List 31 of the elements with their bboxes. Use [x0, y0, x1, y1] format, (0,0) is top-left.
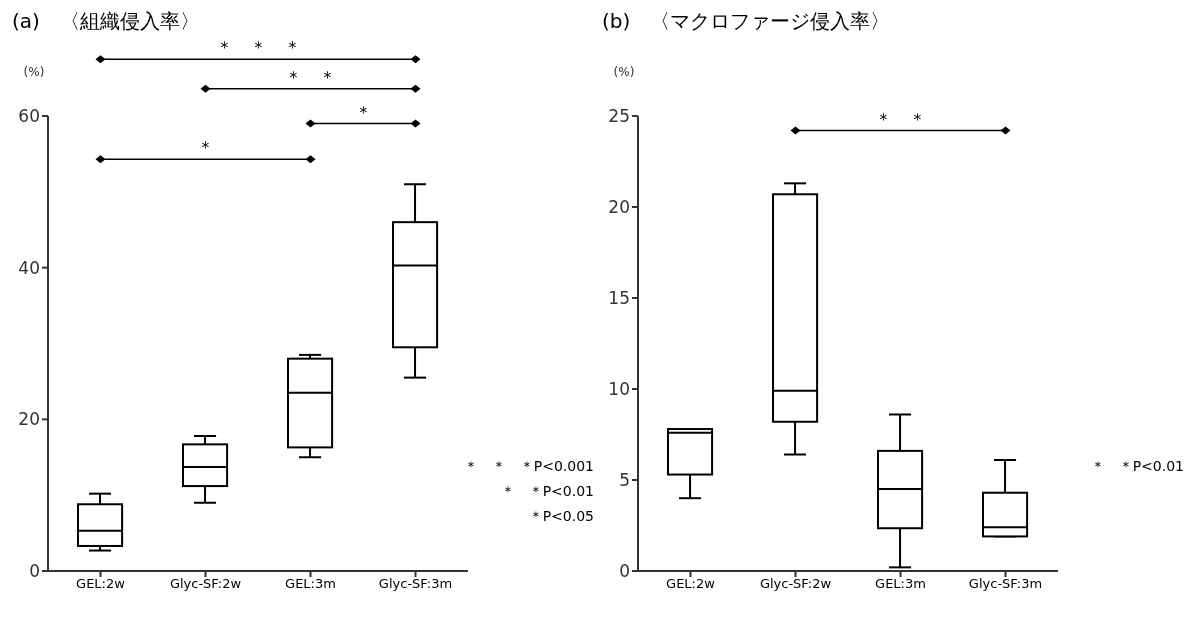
text: ＊P<0.05: [528, 508, 594, 524]
chart-title: (b) 〈マクロファージ侵入率〉: [601, 8, 892, 35]
text: ＊ ＊P<0.01: [1090, 458, 1184, 474]
y-axis-title: (%): [613, 65, 635, 79]
x-tick-label: GEL:2w: [76, 576, 126, 592]
x-tick-label: Glyc-SF:2w: [169, 576, 242, 592]
annotation: ＊ ＊: [875, 108, 926, 129]
text: ＊ ＊: [285, 66, 336, 87]
annotation: ＊: [354, 101, 372, 122]
y-tick-label: 5: [619, 470, 630, 491]
x-tick-label: GEL:3m: [875, 576, 926, 592]
x-tick-label: GEL:2w: [666, 576, 716, 592]
y-tick-label: 0: [29, 561, 40, 582]
y-tick-label: 20: [608, 197, 630, 218]
annotation: ＊ ＊ ＊P<0.001: [463, 458, 594, 474]
y-tick-label: 20: [18, 409, 40, 430]
y-tick-label: 0: [619, 561, 630, 582]
y-tick-label: 60: [18, 106, 40, 127]
x-tick-label: Glyc-SF:3m: [378, 576, 453, 592]
x-tick-label: Glyc-SF:2w: [759, 576, 832, 592]
text: ＊ ＊ ＊: [215, 37, 301, 58]
x-tick-label: Glyc-SF:3m: [968, 576, 1043, 592]
y-tick-label: 25: [608, 106, 630, 127]
y-axis-title: (%): [23, 65, 45, 79]
y-tick-label: 40: [18, 257, 40, 278]
y-tick-label: 15: [608, 288, 630, 309]
x-tick-label: GEL:3m: [285, 576, 336, 592]
chart-title: (a) 〈組織侵入率〉: [11, 8, 201, 35]
y-tick-label: 10: [608, 379, 630, 400]
text: ＊ ＊P<0.01: [500, 483, 594, 499]
annotation: ＊: [197, 137, 214, 158]
